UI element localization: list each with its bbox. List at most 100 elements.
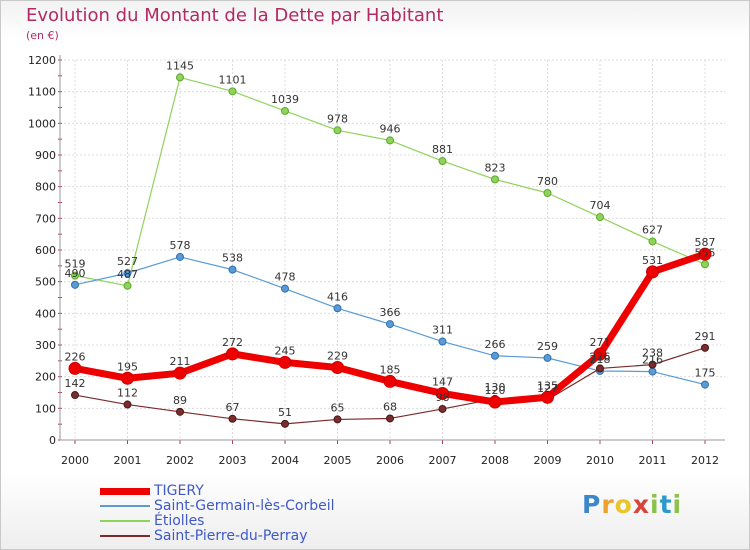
data-point bbox=[281, 284, 289, 293]
data-point bbox=[438, 404, 447, 413]
y-tick-label: 600 bbox=[35, 244, 56, 257]
data-point bbox=[436, 386, 449, 400]
legend-label: Saint-Pierre-du-Perray bbox=[154, 528, 308, 544]
data-point bbox=[648, 237, 657, 246]
x-tick-label: 2009 bbox=[534, 454, 562, 467]
legend-swatch bbox=[100, 520, 150, 522]
x-tick-label: 2006 bbox=[376, 454, 404, 467]
data-label: 68 bbox=[383, 400, 397, 413]
data-point bbox=[228, 265, 237, 274]
x-tick-label: 2012 bbox=[691, 454, 719, 467]
data-point bbox=[121, 371, 134, 385]
y-tick-label: 900 bbox=[35, 149, 56, 162]
data-point bbox=[593, 347, 607, 361]
data-point bbox=[71, 271, 79, 280]
data-label: 366 bbox=[380, 306, 401, 319]
data-point bbox=[543, 353, 552, 362]
x-tick-label: 2005 bbox=[324, 454, 352, 467]
chart-title: Evolution du Montant de la Dette par Hab… bbox=[26, 5, 444, 26]
y-tick-label: 1200 bbox=[28, 54, 56, 67]
x-tick-label: 2008 bbox=[481, 454, 509, 467]
data-point bbox=[176, 73, 184, 82]
data-point bbox=[438, 157, 447, 166]
data-label: 1101 bbox=[219, 73, 247, 86]
data-point bbox=[701, 343, 709, 352]
data-point bbox=[438, 337, 447, 346]
logo-letter: r bbox=[601, 490, 615, 519]
data-point bbox=[383, 374, 397, 388]
logo-letter: x bbox=[632, 490, 650, 519]
data-label: 487 bbox=[117, 268, 138, 281]
y-tick-label: 400 bbox=[35, 307, 56, 320]
data-point bbox=[386, 320, 394, 329]
data-label: 823 bbox=[485, 161, 506, 174]
data-label: 527 bbox=[117, 255, 138, 268]
axes: 0 100 200 300 400 500 600 700 800 900 1000 1100 1200… bbox=[28, 54, 725, 467]
data-label: 291 bbox=[695, 330, 716, 343]
y-tick-label: 800 bbox=[35, 181, 56, 194]
data-point bbox=[123, 400, 132, 409]
data-point bbox=[278, 355, 292, 369]
data-point bbox=[701, 260, 709, 269]
data-label: 978 bbox=[327, 112, 348, 125]
data-point bbox=[386, 136, 394, 145]
data-label: 147 bbox=[432, 375, 453, 388]
data-point bbox=[331, 360, 344, 374]
data-point bbox=[596, 364, 604, 373]
data-point bbox=[596, 213, 604, 222]
data-label: 519 bbox=[65, 258, 86, 271]
data-label: 478 bbox=[275, 271, 296, 284]
data-label: 127 bbox=[537, 382, 558, 395]
x-tick-label: 2007 bbox=[429, 454, 457, 467]
data-label: 531 bbox=[642, 254, 663, 267]
y-tick-label: 1100 bbox=[28, 86, 56, 99]
logo-letter: i bbox=[650, 490, 660, 519]
legend-swatch bbox=[100, 487, 150, 495]
data-label: 490 bbox=[65, 267, 86, 280]
data-point bbox=[123, 281, 132, 290]
data-label: 98 bbox=[436, 391, 450, 404]
data-label: 311 bbox=[432, 324, 453, 337]
data-label: 780 bbox=[537, 175, 558, 188]
x-tick-label: 2003 bbox=[219, 454, 247, 467]
y-tick-label: 200 bbox=[35, 371, 56, 384]
y-tick-label: 100 bbox=[35, 402, 56, 415]
legend-swatch bbox=[100, 505, 150, 507]
data-label: 218 bbox=[590, 353, 611, 366]
series-lines bbox=[68, 73, 712, 428]
proxiti-logo: Proxiti bbox=[582, 490, 682, 519]
data-point bbox=[123, 269, 132, 278]
data-label: 135 bbox=[537, 379, 558, 392]
data-point bbox=[71, 280, 79, 289]
data-label: 416 bbox=[327, 290, 348, 303]
x-tick-label: 2000 bbox=[61, 454, 89, 467]
data-label: 185 bbox=[380, 363, 401, 376]
logo-letter: i bbox=[672, 490, 683, 519]
data-label: 67 bbox=[226, 401, 240, 414]
data-label: 120 bbox=[485, 384, 506, 397]
data-point bbox=[701, 380, 709, 389]
data-point bbox=[646, 265, 659, 279]
data-label: 245 bbox=[275, 344, 296, 357]
y-tick-label: 500 bbox=[35, 276, 56, 289]
data-label: 238 bbox=[642, 347, 663, 360]
x-tick-label: 2010 bbox=[586, 454, 614, 467]
data-label: 211 bbox=[170, 355, 191, 368]
data-label: 538 bbox=[222, 252, 243, 265]
data-point bbox=[333, 304, 342, 313]
data-label: 142 bbox=[65, 377, 86, 390]
data-point bbox=[228, 87, 237, 96]
data-point bbox=[648, 360, 657, 369]
data-label: 271 bbox=[590, 336, 611, 349]
data-label: 226 bbox=[590, 350, 611, 363]
x-tick-label: 2011 bbox=[639, 454, 667, 467]
data-point bbox=[698, 247, 712, 261]
data-label: 226 bbox=[65, 350, 86, 363]
data-label: 229 bbox=[327, 349, 348, 362]
data-point bbox=[228, 414, 237, 423]
data-point bbox=[281, 106, 289, 115]
data-label: 578 bbox=[170, 239, 191, 252]
y-tick-label: 0 bbox=[49, 434, 56, 447]
x-tick-label: 2004 bbox=[271, 454, 299, 467]
